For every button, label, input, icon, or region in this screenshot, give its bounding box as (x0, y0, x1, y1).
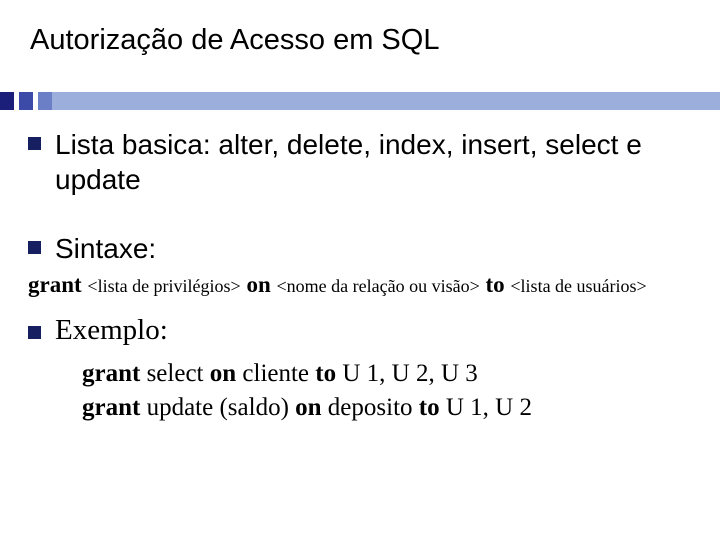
accent-seg-1 (0, 92, 14, 110)
accent-seg-3 (38, 92, 52, 110)
example-kw-to: to (419, 394, 440, 421)
example-kw-grant: grant (82, 394, 140, 421)
syntax-line: grant <lista de privilégios> on <nome da… (28, 272, 684, 298)
bullet-text-1: Lista basica: alter, delete, index, inse… (55, 127, 684, 197)
example-kw-on: on (210, 360, 236, 387)
syntax-kw-grant: grant (28, 272, 82, 297)
accent-seg-2 (19, 92, 33, 110)
square-bullet-icon (28, 137, 41, 150)
example-text: deposito (322, 394, 419, 421)
accent-seg-4 (52, 92, 720, 110)
example-line-1: grant select on cliente to U 1, U 2, U 3 (82, 357, 684, 391)
example-kw-on: on (295, 394, 321, 421)
example-text: select (140, 360, 209, 387)
square-bullet-icon (28, 326, 41, 339)
example-kw-grant: grant (82, 360, 140, 387)
syntax-kw-to: to (485, 272, 504, 297)
bullet-item-1: Lista basica: alter, delete, index, inse… (28, 127, 684, 197)
bullet-text-3: Exemplo: (55, 314, 168, 347)
bullet-item-2: Sintaxe: (28, 231, 684, 266)
slide-title: Autorização de Acesso em SQL (30, 24, 684, 57)
example-block: grant select on cliente to U 1, U 2, U 3… (82, 357, 684, 425)
example-text: cliente (236, 360, 315, 387)
syntax-ph-userlist: <lista de usuários> (510, 276, 646, 296)
example-text: update (saldo) (140, 394, 295, 421)
slide: Autorização de Acesso em SQL Lista basic… (0, 0, 720, 540)
syntax-ph-privlist: <lista de privilégios> (87, 276, 240, 296)
slide-body: Lista basica: alter, delete, index, inse… (28, 127, 684, 425)
accent-bar (0, 92, 720, 110)
bullet-text-2: Sintaxe: (55, 231, 156, 266)
square-bullet-icon (28, 241, 41, 254)
example-kw-to: to (315, 360, 336, 387)
bullet-item-3: Exemplo: (28, 314, 684, 347)
example-text: U 1, U 2 (440, 394, 532, 421)
example-line-2: grant update (saldo) on deposito to U 1,… (82, 391, 684, 425)
example-text: U 1, U 2, U 3 (336, 360, 478, 387)
syntax-kw-on: on (246, 272, 270, 297)
syntax-ph-relation: <nome da relação ou visão> (277, 276, 480, 296)
